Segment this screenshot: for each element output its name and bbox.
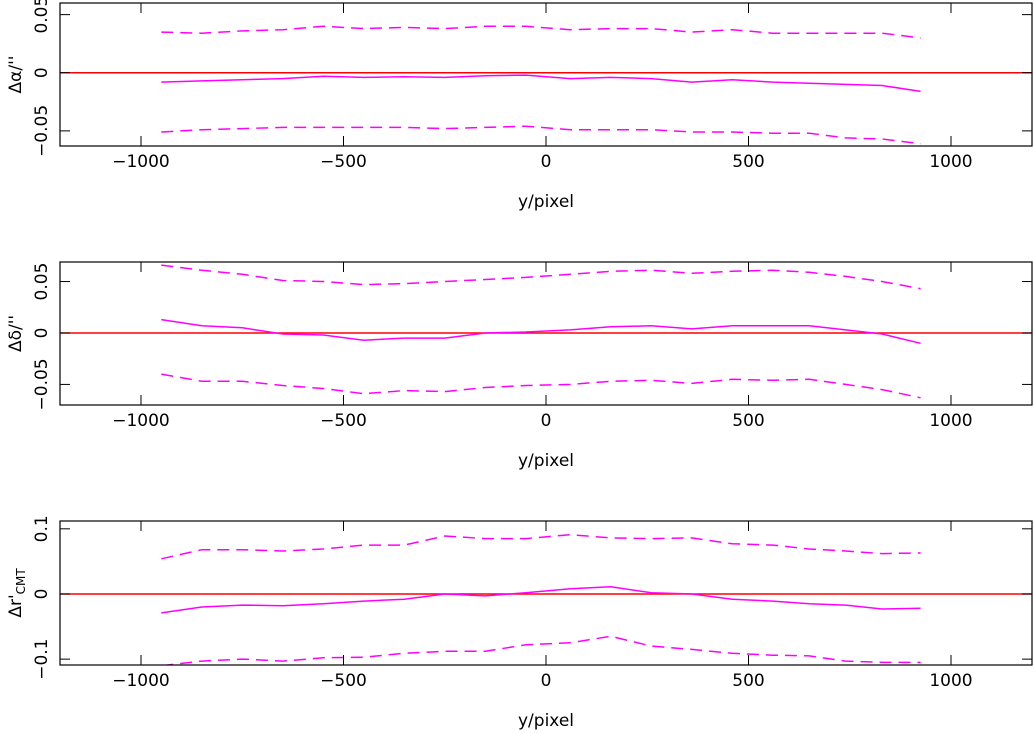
- panel: −1000 −500 0 500 1000 −0.05 0 0.05 y/pixel Δα/'': [6, 0, 1033, 212]
- series-line: [161, 586, 921, 614]
- panel: −1000 −500 0 500 1000 −0.05 0 0.05 y/pixel Δδ/'': [6, 261, 1033, 471]
- series-line: [161, 25, 921, 39]
- x-tick-label: −500: [320, 152, 367, 172]
- series-line: [161, 125, 921, 145]
- y-axis-label: Δα/'': [6, 56, 26, 94]
- x-axis-label: y/pixel: [518, 192, 574, 212]
- y-tick-label: 0.05: [32, 263, 52, 301]
- y-tick-label: 0.1: [32, 515, 52, 542]
- panel: −1000 −500 0 500 1000 −0.1 0 0.1 y/pixel Δr'CMT: [6, 515, 1033, 731]
- y-tick-label: 0: [32, 589, 52, 600]
- y-tick-label: 0: [32, 328, 52, 339]
- x-tick-label: 0: [541, 411, 552, 431]
- y-axis-label: Δr'CMT: [6, 568, 28, 618]
- x-axis-label: y/pixel: [518, 711, 574, 731]
- series-line: [161, 264, 921, 290]
- x-tick-label: 1000: [929, 411, 972, 431]
- x-tick-label: 0: [541, 152, 552, 172]
- y-axis-label-main: Δα/'': [6, 56, 26, 94]
- x-tick-label: 1000: [929, 152, 972, 172]
- x-tick-label: 0: [541, 671, 552, 691]
- y-axis-label: Δδ/'': [6, 315, 26, 352]
- y-axis-label-sub: CMT: [14, 568, 28, 595]
- series-line: [161, 318, 921, 345]
- x-tick-label: −500: [320, 411, 367, 431]
- series-line: [161, 533, 921, 560]
- x-tick-label: 1000: [929, 671, 972, 691]
- series-line: [161, 635, 921, 665]
- x-tick-label: −1000: [112, 411, 170, 431]
- x-tick-label: 500: [732, 411, 764, 431]
- x-tick-label: −500: [320, 671, 367, 691]
- y-tick-label: 0: [32, 67, 52, 78]
- plot-frame: [59, 2, 1033, 147]
- x-tick-label: −1000: [112, 152, 170, 172]
- x-axis-label: y/pixel: [518, 451, 574, 471]
- series-line: [161, 74, 921, 93]
- y-tick-label: 0.05: [32, 0, 52, 34]
- y-tick-label: −0.05: [32, 358, 52, 410]
- x-tick-label: 500: [732, 152, 764, 172]
- series-line: [161, 373, 921, 399]
- y-tick-label: −0.1: [32, 638, 52, 679]
- y-tick-label: −0.05: [32, 105, 52, 157]
- y-axis-label-main: Δr': [6, 594, 26, 617]
- x-tick-label: 500: [732, 671, 764, 691]
- y-axis-label-main: Δδ/'': [6, 315, 26, 352]
- x-tick-label: −1000: [112, 671, 170, 691]
